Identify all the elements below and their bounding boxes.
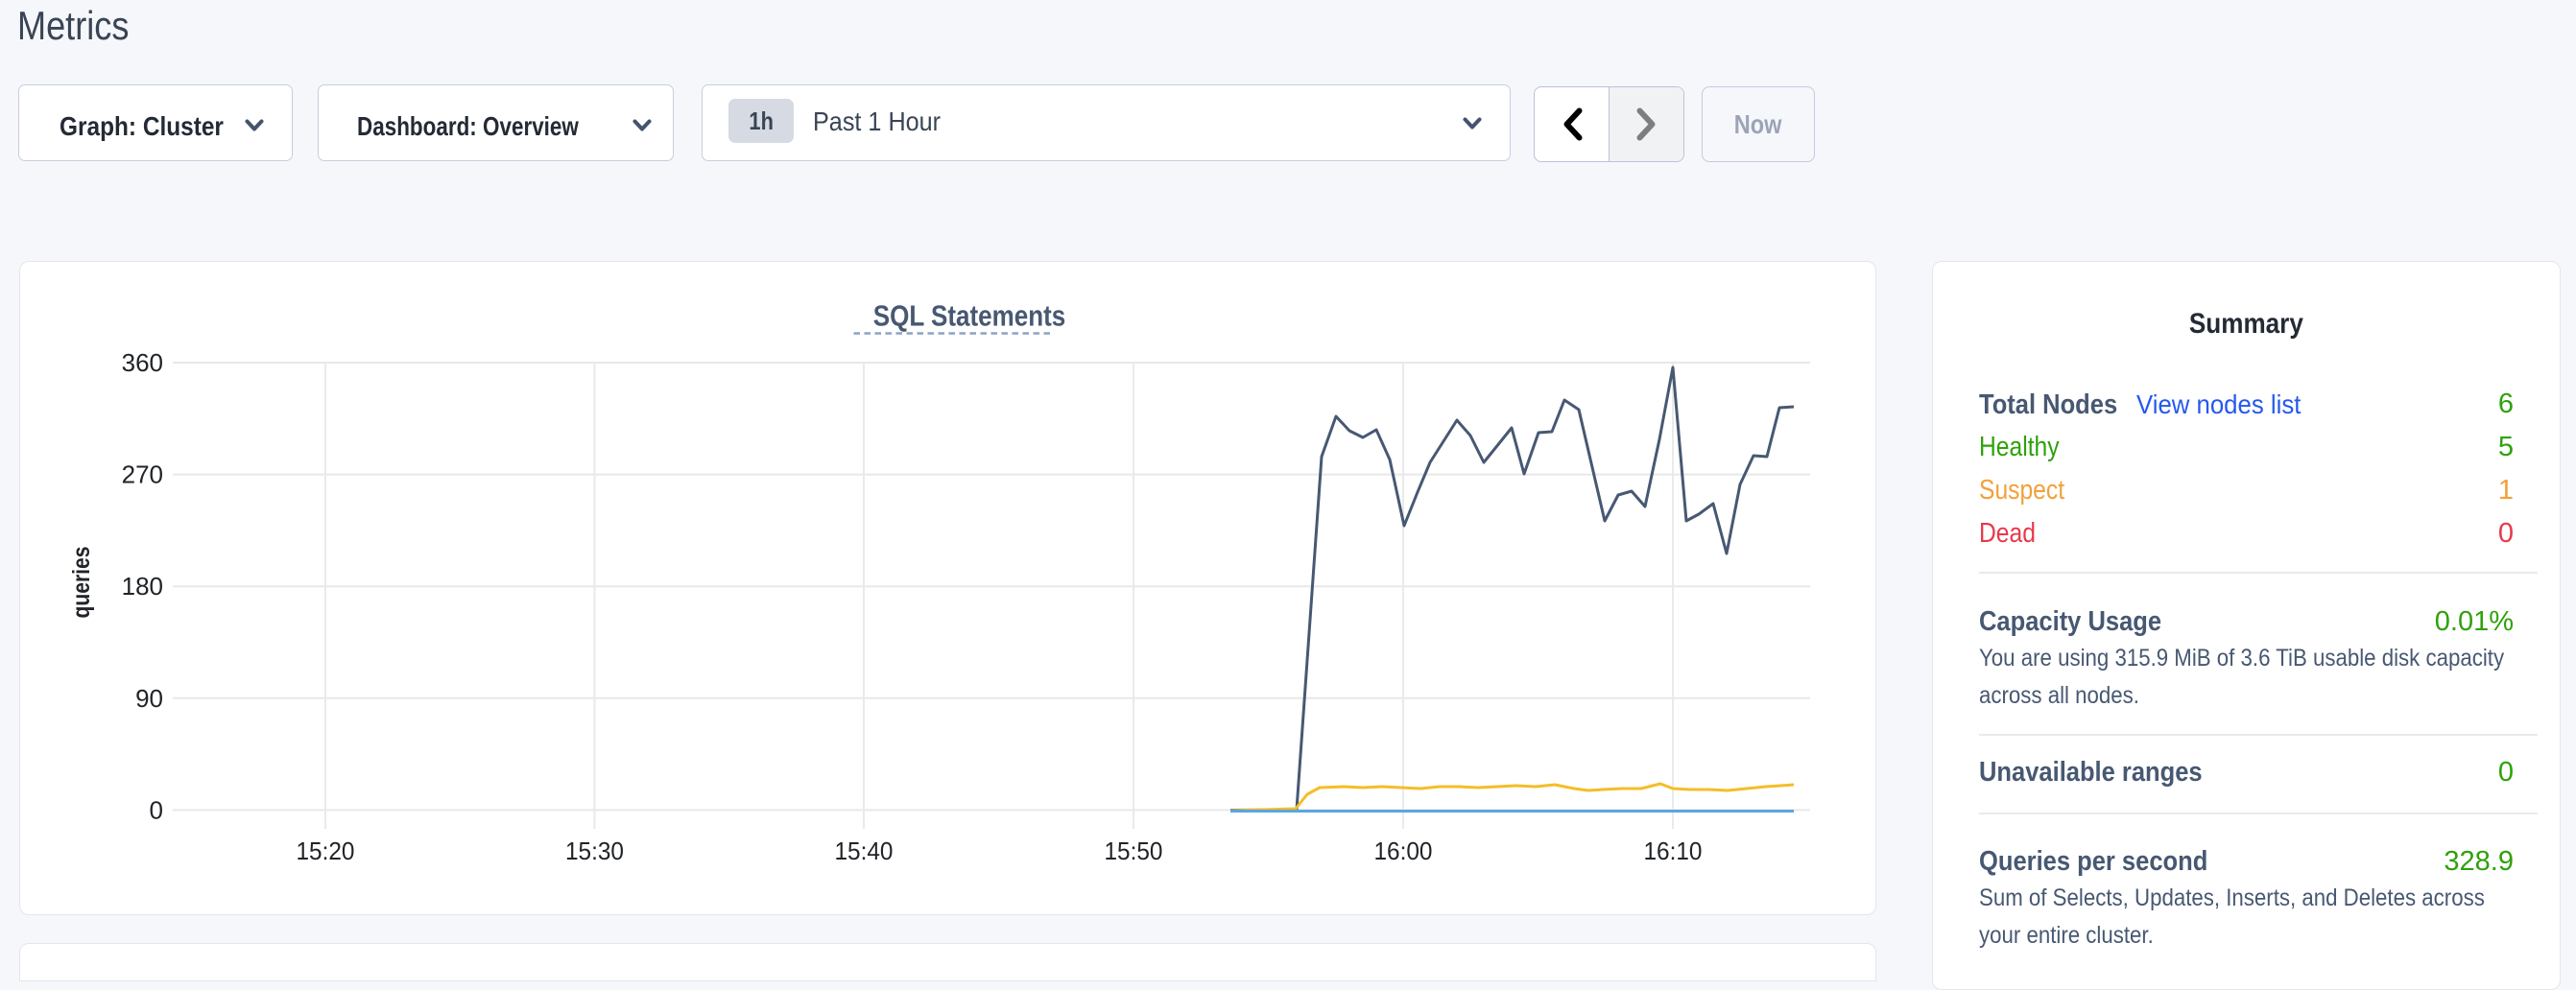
svg-text:0: 0 [150, 795, 163, 824]
svg-text:SQL Statements: SQL Statements [873, 299, 1066, 333]
svg-text:180: 180 [122, 572, 163, 601]
svg-text:15:20: 15:20 [297, 837, 355, 865]
svg-text:15:30: 15:30 [565, 837, 624, 865]
svg-text:queries: queries [68, 547, 95, 619]
svg-text:16:10: 16:10 [1644, 837, 1703, 865]
svg-text:270: 270 [122, 460, 163, 489]
svg-text:15:50: 15:50 [1105, 837, 1163, 865]
svg-text:90: 90 [135, 684, 163, 713]
svg-text:16:00: 16:00 [1374, 837, 1433, 865]
svg-text:15:40: 15:40 [835, 837, 894, 865]
svg-text:360: 360 [122, 348, 163, 377]
